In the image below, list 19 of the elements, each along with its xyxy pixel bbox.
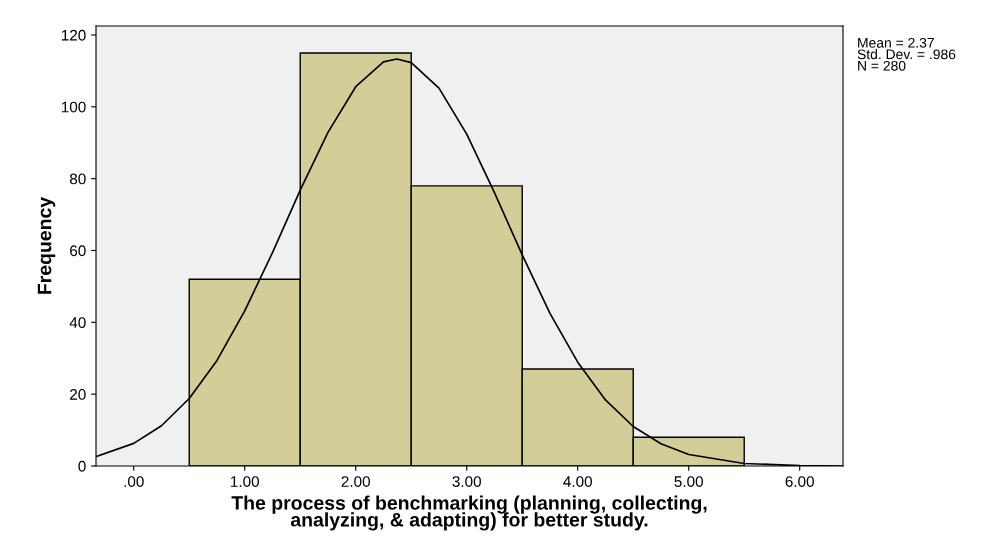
text: Std. Dev. = .986 — [857, 49, 956, 60]
y-tick-label: 60 — [70, 245, 86, 257]
y-axis-title: Frequency — [37, 196, 56, 294]
x-tick-label: 6.00 — [785, 476, 814, 487]
y-tick-label: 100 — [61, 101, 86, 113]
y-tick-label: 20 — [70, 389, 86, 400]
text: N = 280 — [858, 60, 906, 71]
x-tick-label: 3.00 — [452, 476, 481, 487]
y-tick-label: 80 — [69, 173, 86, 185]
y-tick-label: 40 — [69, 317, 86, 329]
y-tick-label: 120 — [61, 29, 86, 41]
text: Mean = 2.37 — [858, 37, 934, 48]
x-tick-label: .00 — [124, 476, 144, 487]
x-tick-label: 4.00 — [563, 476, 592, 487]
y-tick-label: 0 — [78, 460, 86, 472]
x-axis-title: The process of benchmarking (planning, collecting, analyzing, & adapting) for better study. — [231, 495, 707, 531]
x-tick-label: 1.00 — [231, 476, 260, 487]
x-tick-label: 2.00 — [341, 476, 370, 487]
x-tick-label: 5.00 — [674, 476, 703, 487]
